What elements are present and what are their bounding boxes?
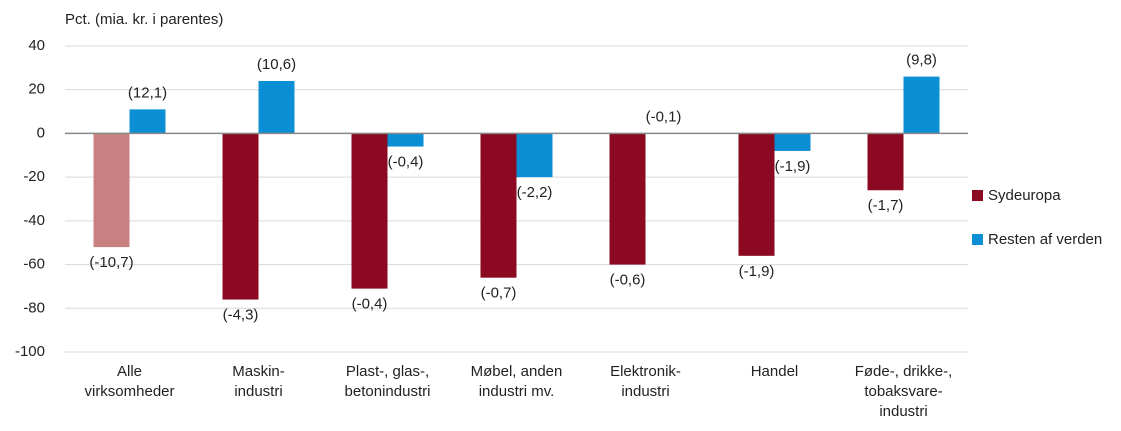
x-tick-label: Alle [117, 363, 142, 380]
bar [480, 133, 517, 278]
y-tick-label: -60 [23, 256, 45, 273]
data-label: (-2,2) [517, 184, 553, 201]
x-tick-label: Føde-, drikke-, [855, 363, 953, 380]
x-tick-label: Møbel, anden [471, 363, 563, 380]
x-tick-label: industri [234, 383, 282, 400]
x-tick-label: Elektronik- [610, 363, 681, 380]
bar [258, 80, 295, 134]
y-tick-label: 0 [37, 124, 45, 141]
bar [129, 109, 166, 134]
y-tick-label: -80 [23, 299, 45, 316]
data-label: (-0,4) [388, 154, 424, 171]
y-tick-label: -100 [15, 343, 45, 360]
y-tick-label: -20 [23, 168, 45, 185]
bar [222, 133, 259, 300]
data-label: (-0,7) [481, 285, 517, 302]
bar [903, 76, 940, 134]
legend-label: Resten af verden [988, 231, 1102, 248]
data-label: (-1,9) [775, 158, 811, 175]
legend-label: Sydeuropa [988, 187, 1061, 204]
bar [774, 133, 811, 151]
data-label: (-0,6) [610, 272, 646, 289]
x-tick-label: Handel [751, 363, 799, 380]
data-label: (-4,3) [223, 307, 259, 324]
y-tick-label: -40 [23, 212, 45, 229]
x-tick-label: betonindustri [345, 383, 431, 400]
data-label: (-10,7) [89, 254, 133, 271]
y-tick-label: 20 [28, 81, 45, 98]
bar [387, 133, 424, 147]
x-tick-label: tobaksvare- [864, 383, 942, 400]
data-label: (12,1) [128, 84, 167, 101]
x-tick-label: virksomheder [84, 383, 174, 400]
y-axis-label: Pct. (mia. kr. i parentes) [65, 11, 223, 28]
x-tick-label: industri [621, 383, 669, 400]
legend-swatch [972, 190, 983, 201]
data-label: (9,8) [906, 52, 937, 69]
x-tick-label: industri mv. [479, 383, 555, 400]
legend-swatch [972, 234, 983, 245]
x-tick-label: industri [879, 403, 927, 420]
x-tick-label: Plast-, glas-, [346, 363, 429, 380]
bar [93, 133, 130, 248]
data-label: (-0,1) [646, 108, 682, 125]
data-label: (10,6) [257, 56, 296, 73]
bar [867, 133, 904, 191]
y-tick-label: 40 [28, 37, 45, 54]
bar [609, 133, 646, 265]
data-label: (-1,7) [868, 197, 904, 214]
bar [351, 133, 388, 289]
bar [516, 133, 553, 178]
bar [738, 133, 775, 256]
x-tick-label: Maskin- [232, 363, 285, 380]
data-label: (-0,4) [352, 296, 388, 313]
data-label: (-1,9) [739, 263, 775, 280]
